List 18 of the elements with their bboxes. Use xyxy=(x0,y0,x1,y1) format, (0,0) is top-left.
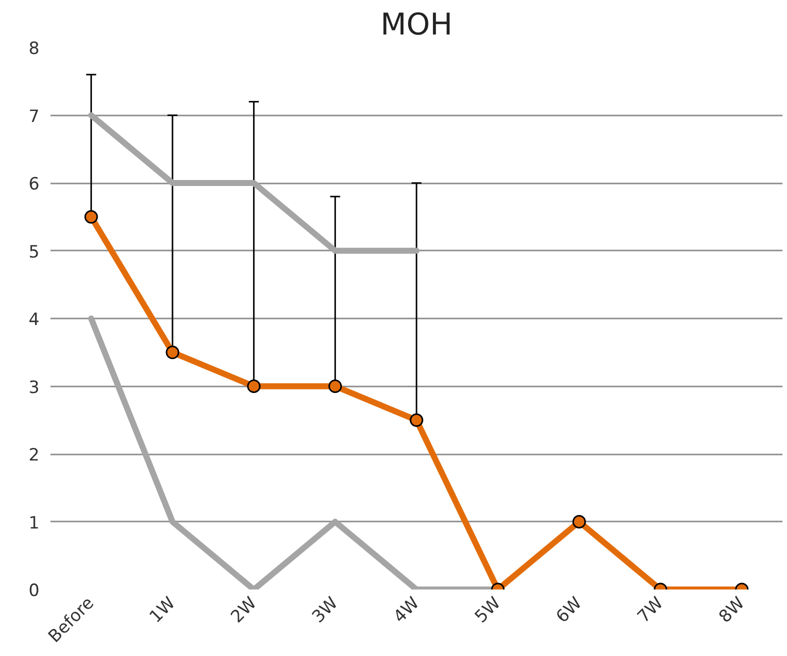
y-tick-label: 0 xyxy=(28,581,40,601)
y-tick-label: 8 xyxy=(28,39,40,59)
x-tick-label: 5W xyxy=(471,593,506,628)
y-tick-label: 5 xyxy=(28,242,40,262)
x-tick-label: 6W xyxy=(552,593,586,628)
x-tick-label: 4W xyxy=(390,593,424,628)
y-tick-label: 2 xyxy=(28,446,40,466)
y-tick-label: 7 xyxy=(28,106,40,127)
x-tick-label: 2W xyxy=(227,593,262,628)
y-tick-label: 1 xyxy=(28,513,40,534)
chart-title: MOH xyxy=(380,8,453,42)
y-tick-label: 4 xyxy=(28,310,40,330)
y-tick-label: 6 xyxy=(28,174,40,194)
x-tick-label: 8W xyxy=(715,593,750,628)
y-tick-label: 3 xyxy=(28,378,40,398)
x-tick-label: 3W xyxy=(308,593,342,628)
x-tick-label: 7W xyxy=(634,593,668,628)
x-tick-label: 1W xyxy=(146,593,180,628)
